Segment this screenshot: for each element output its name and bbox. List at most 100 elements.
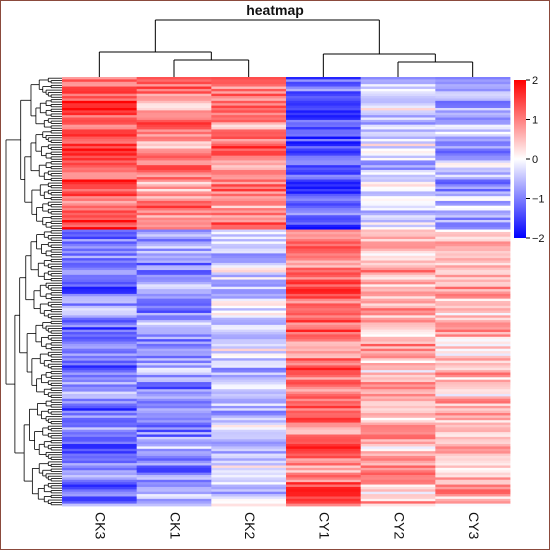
heatmap-cell (136, 503, 212, 507)
heatmap-cell (62, 260, 138, 264)
heatmap-cell (211, 363, 287, 366)
heatmap-cell (360, 355, 436, 359)
heatmap-cell (360, 191, 436, 195)
heatmap-cell (360, 363, 436, 366)
heatmap-cell (286, 491, 362, 495)
heatmap-cell (211, 289, 287, 292)
heatmap-cell (136, 320, 212, 323)
heatmap-cell (62, 496, 138, 500)
heatmap-cell (435, 160, 511, 164)
heatmap-cell (286, 303, 362, 307)
heatmap-cell (62, 491, 138, 495)
heatmap-cell (62, 358, 138, 362)
heatmap-cell (286, 284, 362, 288)
heatmap-cell (435, 134, 511, 137)
heatmap-cell (62, 169, 138, 173)
heatmap-cell (360, 482, 436, 485)
heatmap-cell (435, 401, 511, 404)
heatmap-cell (435, 169, 511, 173)
heatmap-cell (62, 391, 138, 395)
legend-tick-label: 1 (532, 115, 538, 127)
heatmap-cell (435, 143, 511, 147)
heatmap-cell (360, 167, 436, 171)
heatmap-cell (286, 143, 362, 147)
heatmap-cell (62, 489, 138, 493)
heatmap-cell (435, 162, 511, 166)
heatmap-cell (435, 298, 511, 302)
heatmap-cell (211, 167, 287, 171)
heatmap-cell (286, 250, 362, 254)
heatmap-cell (360, 322, 436, 326)
heatmap-cell (211, 129, 287, 133)
heatmap-cell (435, 181, 511, 185)
heatmap-cell (286, 320, 362, 323)
heatmap-cell (360, 429, 436, 433)
heatmap-cell (435, 475, 511, 478)
heatmap-cell (62, 339, 138, 342)
heatmap-cell (211, 315, 287, 319)
heatmap-cell (136, 250, 212, 254)
heatmap-cell (211, 117, 287, 121)
heatmap-cell (360, 465, 436, 469)
heatmap-cell (62, 167, 138, 171)
heatmap-cell (286, 389, 362, 392)
heatmap-cell (62, 453, 138, 457)
heatmap-cell (136, 436, 212, 440)
heatmap-cell (211, 429, 287, 433)
heatmap-cell (435, 377, 511, 381)
heatmap-cell (62, 224, 138, 228)
heatmap-cell (62, 479, 138, 483)
heatmap-cell (286, 91, 362, 95)
heatmap-cell (286, 274, 362, 278)
heatmap-cell (136, 205, 212, 209)
heatmap-cell (360, 372, 436, 376)
heatmap-cell (286, 301, 362, 304)
heatmap-cell (286, 200, 362, 204)
heatmap-cell (286, 270, 362, 273)
heatmap-cell (286, 179, 362, 183)
heatmap-cell (435, 184, 511, 188)
heatmap-cell (360, 348, 436, 352)
heatmap-cell (360, 491, 436, 495)
heatmap-cell (286, 484, 362, 488)
heatmap-cell (360, 179, 436, 183)
heatmap-cell (286, 158, 362, 161)
heatmap-cell (435, 129, 511, 133)
heatmap-cell (435, 205, 511, 209)
heatmap-cell (62, 413, 138, 416)
heatmap-cell (211, 465, 287, 469)
heatmap-cell (435, 117, 511, 121)
heatmap-cell (62, 486, 138, 490)
heatmap-cell (211, 119, 287, 123)
heatmap-cell (136, 115, 212, 118)
heatmap-cell (136, 198, 212, 202)
heatmap-cell (360, 441, 436, 445)
heatmap-cell (286, 367, 362, 371)
heatmap-cell (360, 382, 436, 385)
heatmap-cell (360, 370, 436, 373)
heatmap-cell (286, 208, 362, 211)
heatmap-cell (435, 498, 511, 502)
heatmap-cell (435, 265, 511, 269)
heatmap-cell (62, 312, 138, 316)
heatmap-cell (435, 486, 511, 490)
heatmap-cell (211, 193, 287, 197)
heatmap-cell (360, 498, 436, 502)
heatmap-cell (62, 189, 138, 192)
heatmap-cell (435, 241, 511, 245)
heatmap-cell (286, 227, 362, 230)
heatmap-cell (360, 298, 436, 302)
heatmap-cell (62, 343, 138, 347)
heatmap-cell (211, 432, 287, 435)
heatmap-cell (136, 322, 212, 326)
heatmap-cell (62, 279, 138, 283)
heatmap-cell (286, 212, 362, 216)
heatmap-cell (286, 374, 362, 378)
heatmap-cell (360, 169, 436, 173)
heatmap-cell (360, 127, 436, 130)
heatmap-cell (286, 496, 362, 500)
heatmap-cell (286, 393, 362, 397)
heatmap-cell (286, 398, 362, 402)
legend-tick-label: −2 (532, 233, 545, 245)
heatmap-cell (62, 158, 138, 161)
